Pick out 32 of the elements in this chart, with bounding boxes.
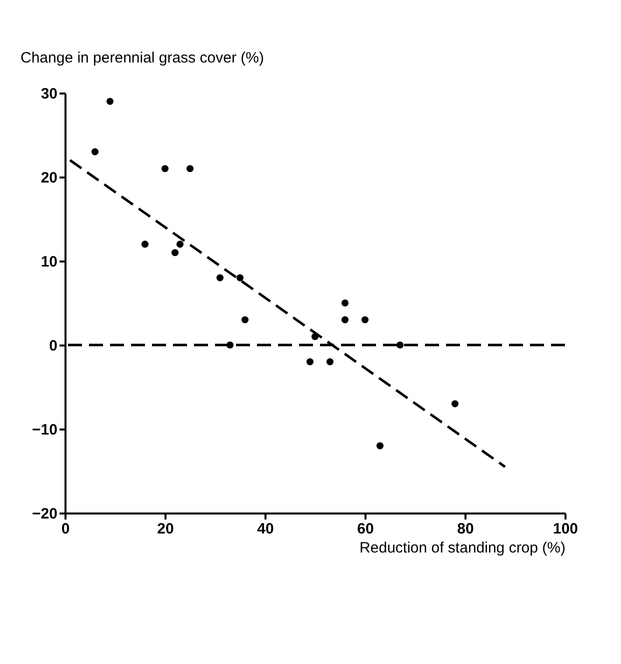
y-tick-label: −10 <box>32 422 58 438</box>
point <box>141 240 149 248</box>
y-tick-label: 10 <box>40 254 58 270</box>
point <box>91 148 99 156</box>
y-tick-label: −20 <box>32 506 58 522</box>
point <box>326 358 334 366</box>
x-tick-label: 80 <box>457 520 474 538</box>
y-tick-label: 30 <box>40 86 58 102</box>
point <box>186 165 194 172</box>
point <box>236 274 244 282</box>
point <box>241 316 249 324</box>
point <box>171 249 179 256</box>
point <box>396 341 404 349</box>
y-tick-label: 20 <box>40 170 58 186</box>
point <box>451 400 459 408</box>
point <box>341 316 349 324</box>
y-tick-label: 0 <box>49 338 58 354</box>
point <box>306 358 314 366</box>
x-tick-label: 60 <box>357 520 374 538</box>
point <box>361 316 369 324</box>
x-axis-title: Reduction of standing crop (%) <box>360 540 566 556</box>
point <box>376 442 384 450</box>
point <box>106 98 114 105</box>
x-tick-label: 20 <box>157 520 174 538</box>
point <box>341 299 349 307</box>
point <box>216 274 224 282</box>
x-tick-label: 40 <box>257 520 274 538</box>
x-tick-label: 100 <box>552 520 578 538</box>
point <box>176 240 184 248</box>
point <box>161 165 169 172</box>
x-tick-label: 0 <box>61 520 70 538</box>
y-axis-title: Change in perennial grass cover (%) <box>20 50 264 66</box>
